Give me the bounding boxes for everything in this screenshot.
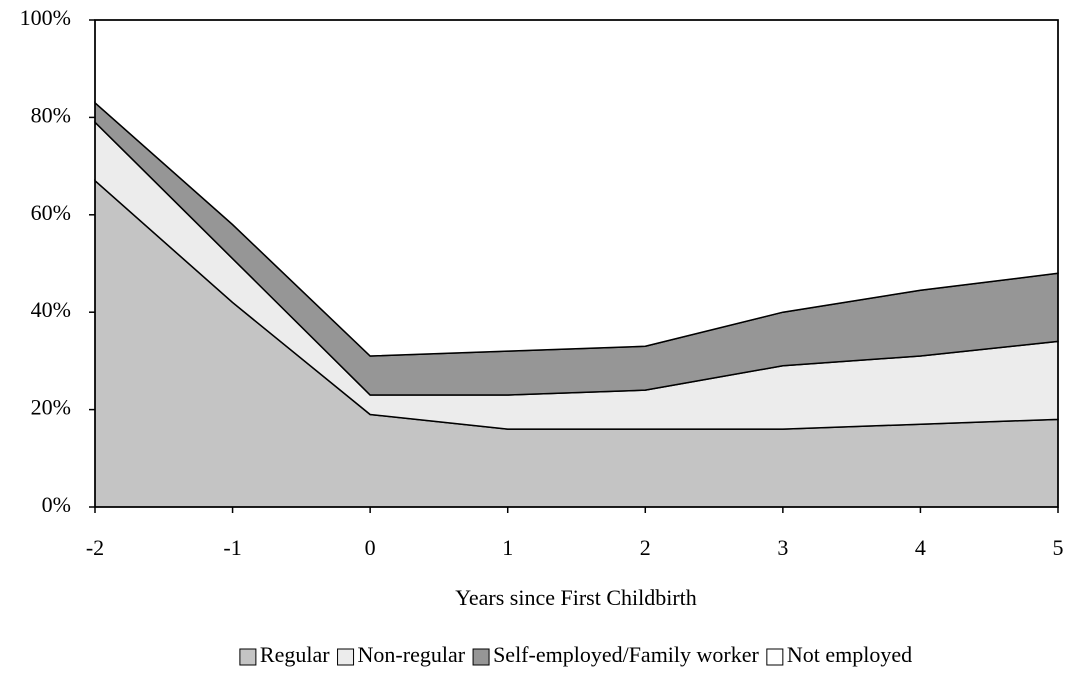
legend-label: Self-employed/Family worker bbox=[493, 642, 759, 667]
x-axis-label: Years since First Childbirth bbox=[455, 585, 697, 610]
x-tick-label: 2 bbox=[640, 535, 651, 560]
legend-swatch bbox=[239, 648, 257, 666]
legend-swatch bbox=[337, 648, 355, 666]
plot-frame bbox=[94, 19, 1059, 508]
x-tick-label: 1 bbox=[502, 535, 513, 560]
legend: Regular Non-regular Self-employed/Family w… bbox=[239, 642, 912, 667]
y-tick-label: 100% bbox=[20, 5, 71, 30]
legend-label: Non-regular bbox=[358, 642, 466, 667]
x-tick-label: 4 bbox=[915, 535, 926, 560]
x-tick-label: 3 bbox=[777, 535, 788, 560]
x-tick-label: -2 bbox=[86, 535, 104, 560]
x-tick-label: 5 bbox=[1053, 535, 1064, 560]
y-tick-label: 20% bbox=[31, 395, 71, 420]
y-tick-label: 0% bbox=[42, 492, 71, 517]
y-tick-label: 40% bbox=[31, 297, 71, 322]
legend-label: Regular bbox=[260, 642, 330, 667]
y-tick-label: 60% bbox=[31, 200, 71, 225]
legend-label: Not employed bbox=[787, 642, 912, 667]
y-tick-label: 80% bbox=[31, 102, 71, 127]
legend-swatch bbox=[472, 648, 490, 666]
x-tick-label: -1 bbox=[223, 535, 241, 560]
legend-swatch bbox=[766, 648, 784, 666]
x-tick-label: 0 bbox=[365, 535, 376, 560]
